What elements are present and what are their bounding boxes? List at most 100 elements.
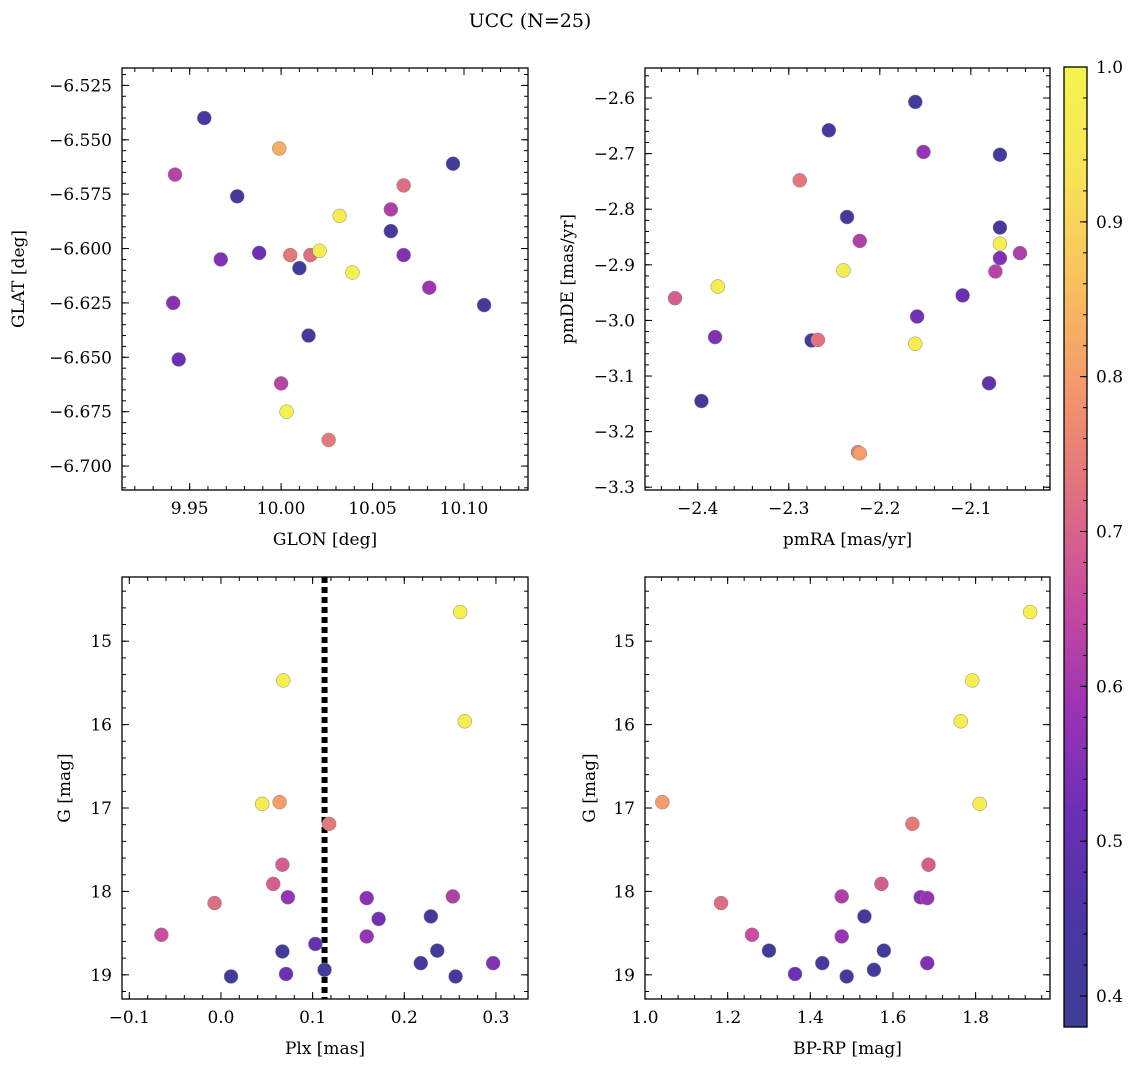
data-point [834,929,849,944]
data-point [485,955,501,971]
x-axis-label: GLON [deg] [273,530,377,550]
data-point [876,943,892,958]
data-point [667,290,683,306]
data-point [321,432,336,448]
x-tick-label: −2.2 [859,499,900,519]
y-tick-label: −3.3 [594,478,635,498]
data-point [272,794,287,810]
y-tick-label: 19 [90,966,112,986]
y-tick-label: 15 [613,632,635,652]
x-tick-label: 0.1 [299,1008,326,1028]
data-point [1022,604,1038,620]
x-tick-label: 1.6 [879,1008,906,1028]
y-tick-label: −6.525 [49,76,112,96]
x-tick-label: 1.8 [962,1008,989,1028]
data-point [744,927,760,943]
data-point [272,141,287,156]
y-tick-label: 17 [613,799,635,819]
data-point [359,929,374,944]
colorbar-tick-label: 0.4 [1096,987,1123,1007]
data-point [275,944,290,959]
data-point [694,393,709,409]
data-point [229,189,245,204]
data-point [421,280,437,295]
data-point [920,955,935,971]
y-axis-label: pmDE [mas/yr] [558,214,578,344]
y-tick-label: −6.675 [49,403,112,423]
colorbar-tick-label: 0.8 [1096,368,1123,388]
data-point [279,404,294,419]
data-point [308,936,323,952]
plot-frame [121,67,529,491]
x-axis-label: BP-RP [mag] [793,1039,902,1059]
colorbar: 0.4 0.5 0.6 0.7 0.8 0.9 1.0 [1063,58,1123,1028]
colorbar-gradient [1063,66,1088,1028]
y-tick-label: 18 [90,882,112,902]
data-point [836,263,851,278]
data-point [761,943,777,958]
data-point [988,264,1003,279]
data-point [321,816,337,832]
data-point [383,202,399,217]
data-point [992,147,1008,162]
data-point [916,144,931,160]
data-point [332,208,347,224]
x-tick-label: 10.10 [440,499,489,519]
data-point [396,247,411,263]
data-point [909,309,925,324]
x-axis-label: pmRA [mas/yr] [783,530,912,550]
y-tick-label: −6.550 [49,131,112,151]
data-point [359,890,374,906]
data-point [423,909,439,924]
data-point [413,955,429,971]
y-tick-label: 18 [613,882,635,902]
panel-2: −2.4 −2.3 −2.2 −2.1 −2.6 −2.7 −2.8 −2.9 −3.0 −3.1… [558,67,1051,550]
data-point [301,328,316,343]
data-point [476,297,492,313]
data-point [452,604,468,620]
data-point [992,236,1008,251]
x-tick-label: −2.1 [950,499,991,519]
data-point [445,889,461,904]
data-point [866,962,882,978]
data-point [839,969,854,984]
x-tick-label: 10.00 [257,499,306,519]
data-point [655,794,670,810]
y-tick-label: −2.6 [594,89,635,109]
data-point [154,927,169,943]
data-point [280,890,296,905]
data-point [1012,245,1028,261]
data-point [857,909,872,924]
data-point [312,243,327,258]
data-point [292,260,307,276]
panel-3: −0.1 0.0 0.1 0.2 0.3 15 16 17 18 19 Plx [mas] G [ma… [55,576,529,1059]
data-point [213,252,229,267]
data-point [953,714,968,729]
data-point [710,279,726,294]
y-tick-label: 16 [90,716,112,736]
data-point [383,223,399,239]
data-point [981,375,997,391]
data-point [992,250,1008,266]
data-point [707,329,723,345]
colorbar-tick-label: 0.6 [1096,677,1123,697]
data-point [787,966,803,982]
colorbar-tick-label: 0.5 [1096,832,1123,852]
x-tick-label: 0.0 [207,1008,234,1028]
x-tick-label: 10.05 [348,499,397,519]
y-tick-label: −3.0 [594,311,635,331]
data-point [275,857,290,872]
data-point [207,895,222,911]
y-tick-label: −2.8 [594,200,635,220]
y-axis-label: G [mag] [580,753,600,822]
data-point [448,969,463,984]
figure-title: UCC (N=25) [469,10,592,32]
y-tick-label: −2.7 [594,145,635,165]
x-tick-label: 1.2 [714,1008,741,1028]
data-point [972,796,987,812]
data-point [445,156,461,171]
data-point [965,673,980,688]
data-point [839,209,855,225]
x-tick-label: 1.4 [797,1008,824,1028]
